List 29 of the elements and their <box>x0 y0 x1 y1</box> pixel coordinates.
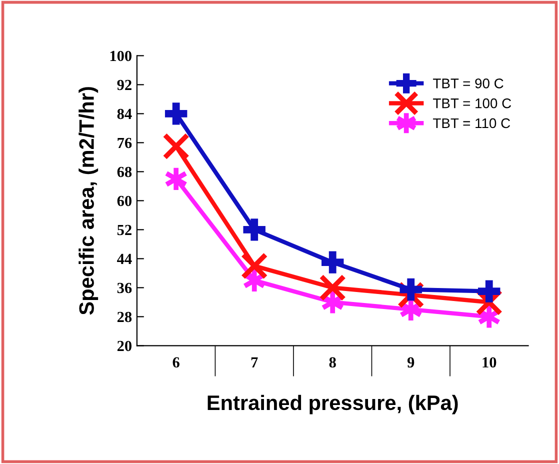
point <box>321 251 344 274</box>
x-tick-label: 7 <box>251 357 258 368</box>
point <box>319 274 346 302</box>
y-tick-label: 100 <box>110 50 132 62</box>
y-tick-label: 52 <box>117 224 132 236</box>
x-axis-title: Entrained pressure, (kPa) <box>208 394 458 414</box>
y-tick-label: 76 <box>118 138 132 148</box>
y-axis-title: Specific area, (m2/T/hr) <box>78 87 98 315</box>
point <box>478 280 500 302</box>
y-tick-label: 84 <box>117 108 132 120</box>
y-tick-label: 92 <box>117 80 132 90</box>
point <box>162 132 190 160</box>
point <box>243 218 266 241</box>
x-tick-label: 6 <box>172 357 180 368</box>
legend-label: TBT = 110 C <box>433 118 510 128</box>
y-tick-label: 44 <box>117 254 132 264</box>
point <box>164 102 188 125</box>
x-tick-label: 9 <box>407 357 414 368</box>
y-tick-label: 20 <box>117 340 132 352</box>
y-tick-label: 28 <box>117 312 132 322</box>
x-tick-label: 10 <box>482 357 496 368</box>
y-tick-label: 60 <box>117 196 132 206</box>
y-tick-label: 36 <box>117 282 132 294</box>
legend-label: TBT = 100 C <box>433 98 512 108</box>
point <box>400 278 422 301</box>
x-tick-label: 8 <box>329 357 336 368</box>
y-tick-label: 68 <box>117 166 132 178</box>
point <box>240 252 268 280</box>
legend-label: TBT = 90 C <box>433 78 504 88</box>
